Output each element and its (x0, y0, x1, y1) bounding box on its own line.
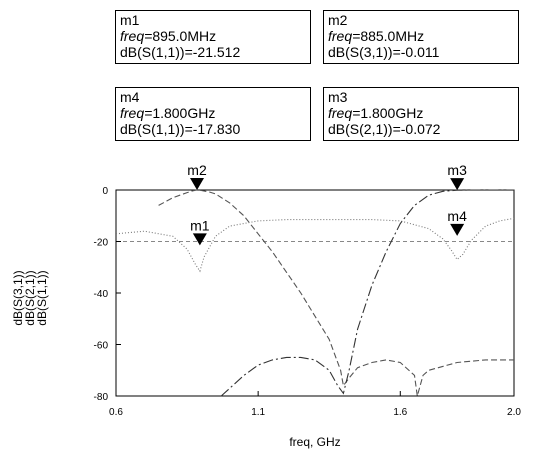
marker-freq: 885.0MHz (360, 28, 425, 44)
marker-measure: dB(S(1,1))=-17.830 (120, 121, 241, 137)
marker-readout-m1: m1 freq=895.0MHz dB(S(1,1))=-21.512 (115, 10, 311, 64)
y-axis-label: dB(S(1,1)) (35, 270, 49, 325)
y-axis-label: dB(S(3,1)) (11, 270, 25, 325)
marker-name: m3 (328, 89, 348, 105)
freq-prefix: freq= (328, 105, 361, 121)
x-tick-label: 1.1 (251, 407, 265, 418)
marker-m2-label: m2 (187, 162, 207, 178)
series-s31-line (158, 189, 514, 397)
marker-m4-triangle (450, 223, 465, 236)
marker-m4-label: m4 (447, 208, 467, 224)
marker-readout-m3: m3 freq=1.800GHz dB(S(2,1))=-0.072 (323, 87, 519, 141)
y-tick-label: 0 (102, 186, 108, 197)
freq-prefix: freq= (120, 28, 153, 44)
y-axis-label: dB(S(2,1)) (23, 270, 37, 325)
y-tick-label: -20 (94, 238, 109, 249)
y-tick-label: -60 (94, 341, 109, 352)
y-tick-label: -40 (94, 289, 109, 300)
marker-freq: 1.800GHz (360, 105, 424, 121)
freq-prefix: freq= (120, 105, 153, 121)
marker-name: m1 (120, 12, 140, 28)
marker-m3-label: m3 (447, 162, 467, 178)
marker-freq-row: freq=895.0MHz (120, 28, 306, 44)
marker-name: m4 (120, 89, 140, 105)
series-s21-line (220, 189, 514, 397)
series-s11-line (116, 217, 514, 273)
x-tick-label: 0.6 (109, 407, 123, 418)
x-tick-label: 1.6 (393, 407, 407, 418)
marker-name: m2 (328, 12, 348, 28)
marker-freq: 1.800GHz (152, 105, 216, 121)
x-tick-label: 2.0 (507, 407, 521, 418)
marker-freq: 895.0MHz (152, 28, 217, 44)
marker-measure: dB(S(2,1))=-0.072 (328, 121, 441, 137)
marker-readout-m2: m2 freq=885.0MHz dB(S(3,1))=-0.011 (323, 10, 519, 64)
marker-measure: dB(S(1,1))=-21.512 (120, 44, 241, 60)
x-axis-label: freq, GHz (289, 435, 340, 449)
marker-freq-row: freq=885.0MHz (328, 28, 514, 44)
freq-prefix: freq= (328, 28, 361, 44)
marker-readout-m4: m4 freq=1.800GHz dB(S(1,1))=-17.830 (115, 87, 311, 141)
marker-freq-row: freq=1.800GHz (328, 105, 514, 121)
marker-m1-label: m1 (190, 217, 210, 233)
marker-m2-triangle (190, 178, 205, 191)
marker-freq-row: freq=1.800GHz (120, 105, 306, 121)
marker-measure: dB(S(3,1))=-0.011 (328, 44, 440, 60)
marker-m1-triangle (192, 233, 207, 246)
marker-m3-triangle (450, 178, 465, 191)
y-tick-label: -80 (94, 392, 109, 403)
